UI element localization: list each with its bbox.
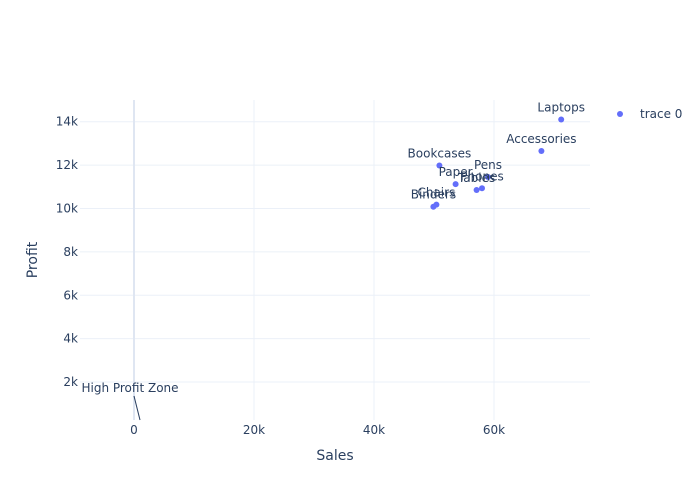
point-label: Phones bbox=[460, 169, 503, 183]
y-axis-title: Profit bbox=[25, 241, 41, 278]
data-point[interactable] bbox=[538, 147, 545, 154]
data-point[interactable] bbox=[436, 162, 443, 169]
grid-layer bbox=[80, 100, 590, 420]
point-label: Tables bbox=[457, 171, 495, 185]
y-tick-label: 8k bbox=[63, 245, 78, 259]
data-points bbox=[430, 116, 565, 210]
x-tick-label: 0 bbox=[130, 423, 138, 437]
y-tick-label: 14k bbox=[56, 115, 78, 129]
annotation-label: High Profit Zone bbox=[81, 381, 178, 395]
y-tick-label: 12k bbox=[56, 158, 78, 172]
y-tick-label: 10k bbox=[56, 201, 78, 215]
point-label: Accessories bbox=[506, 132, 576, 146]
data-point[interactable] bbox=[479, 185, 485, 192]
point-label: Laptops bbox=[537, 101, 585, 115]
point-label: Pens bbox=[474, 158, 502, 172]
y-tick-label: 6k bbox=[63, 288, 78, 302]
point-label: Bookcases bbox=[408, 147, 472, 161]
point-label: Paper bbox=[439, 165, 473, 179]
point-labels: Laptops Accessories BookcasesPensPaperPhon… bbox=[408, 101, 585, 202]
data-point[interactable] bbox=[473, 187, 480, 194]
annotations: High Profit Zone bbox=[81, 381, 179, 421]
legend-marker bbox=[617, 111, 623, 117]
x-tick-label: 20k bbox=[243, 423, 265, 437]
x-tick-label: 40k bbox=[363, 423, 385, 437]
point-label: Chairs bbox=[417, 186, 455, 200]
data-point[interactable] bbox=[485, 174, 491, 181]
point-label: Binders bbox=[411, 188, 456, 202]
y-tick-labels: 2k 4k 6k 8k 10k 12k 14k bbox=[56, 115, 78, 389]
y-tick-label: 2k bbox=[63, 375, 78, 389]
data-point[interactable] bbox=[452, 181, 459, 188]
x-tick-labels: 0 20k 40k 60k bbox=[130, 423, 505, 437]
x-tick-label: 60k bbox=[483, 423, 505, 437]
annotation-arrow bbox=[133, 395, 141, 421]
data-point[interactable] bbox=[430, 203, 437, 210]
y-tick-label: 4k bbox=[63, 332, 78, 346]
x-axis-title: Sales bbox=[316, 448, 353, 464]
legend[interactable]: trace 0 bbox=[617, 107, 682, 121]
data-point[interactable] bbox=[558, 116, 565, 123]
legend-label: trace 0 bbox=[640, 107, 682, 121]
